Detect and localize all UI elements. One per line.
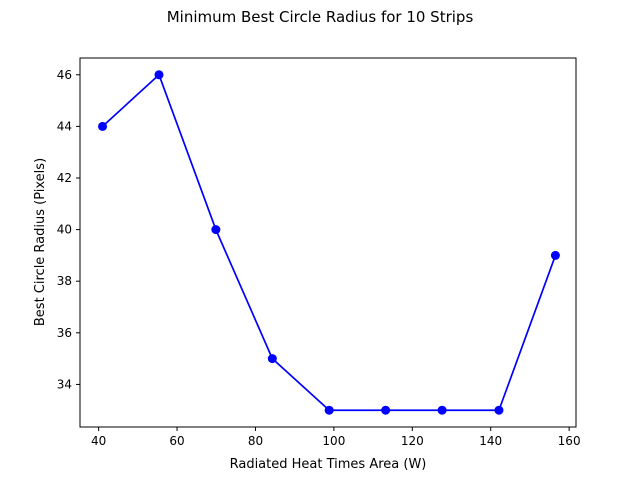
y-tick-label-1: 36: [57, 326, 72, 340]
y-axis-label: Best Circle Radius (Pixels): [33, 158, 48, 326]
x-tick-label-0: 40: [91, 434, 106, 448]
data-point-0-3: [267, 354, 277, 364]
data-point-0-8: [550, 250, 560, 260]
y-tick-label-2: 38: [57, 274, 72, 288]
x-tick-label-1: 60: [169, 434, 184, 448]
data-point-0-6: [437, 405, 447, 415]
axes-frame: [79, 57, 577, 428]
y-tick-label-0: 34: [57, 377, 72, 391]
data-point-0-7: [494, 405, 504, 415]
x-tick-label-3: 100: [322, 434, 345, 448]
y-tick-label-6: 46: [57, 68, 72, 82]
data-point-0-2: [211, 225, 221, 235]
data-point-0-4: [324, 405, 334, 415]
data-point-0-5: [381, 405, 391, 415]
x-tick-label-4: 120: [401, 434, 424, 448]
x-tick-label-2: 80: [248, 434, 263, 448]
x-tick-label-6: 160: [558, 434, 581, 448]
data-point-0-1: [154, 70, 164, 80]
chart-title: Minimum Best Circle Radius for 10 Strips: [167, 8, 474, 26]
x-tick-label-5: 140: [479, 434, 502, 448]
y-tick-label-5: 44: [57, 119, 72, 133]
x-axis-label: Radiated Heat Times Area (W): [230, 457, 427, 472]
plot-area: 40 60 80 100 120 140 160 34 36 38 40 42 44 46: [57, 57, 581, 448]
y-tick-label-3: 40: [57, 223, 72, 237]
y-tick-label-4: 42: [57, 171, 72, 185]
data-point-0-0: [98, 121, 108, 131]
